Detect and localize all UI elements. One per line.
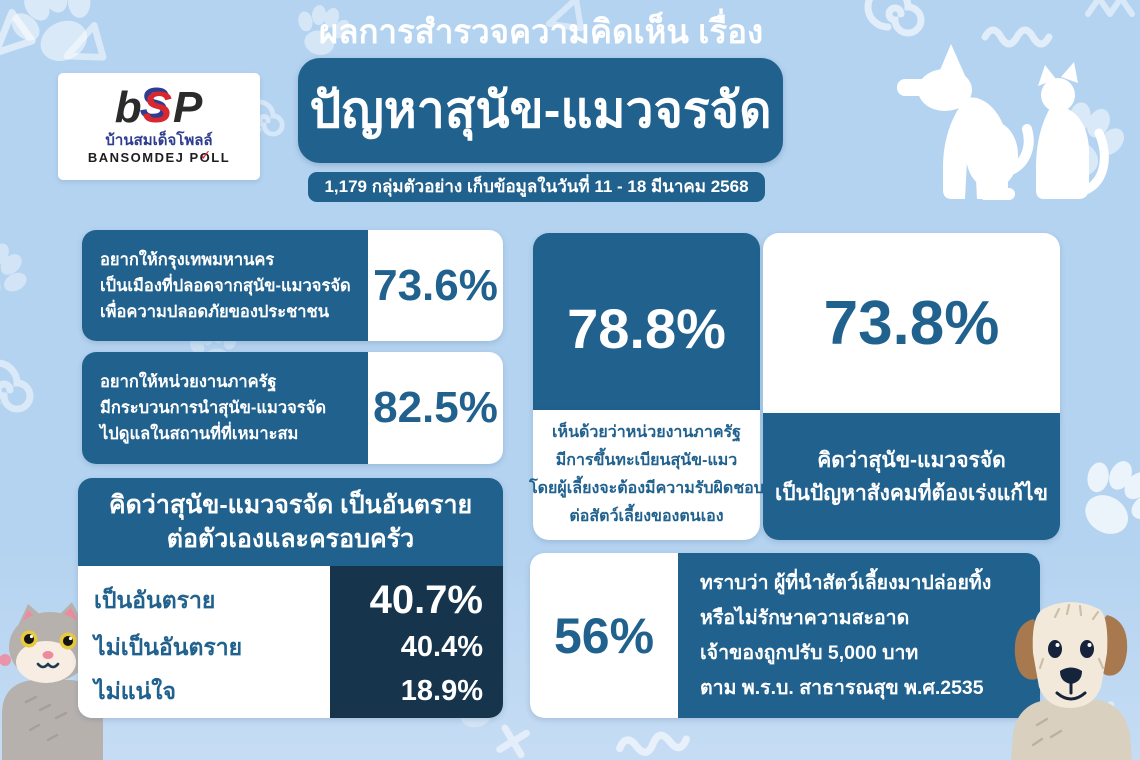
check-icon: ✓ [199, 146, 213, 163]
paw-print-icon [0, 227, 40, 318]
card-fine-awareness: 56% ทราบว่า ผู้ที่นำสัตว์เลี้ยงมาปล่อยทิ… [530, 553, 1040, 718]
logo-letter-p: P [172, 82, 204, 132]
x-doodle [500, 728, 527, 755]
dog-drawing [1011, 602, 1132, 760]
kicker-text: ผลการสำรวจความคิดเห็น เรื่อง [318, 13, 764, 50]
value-panel: 73.6% [368, 230, 503, 341]
bansomdej-poll-logo: bSP บ้านสมเด็จโพลล์ BANSOMDEJ PO ✓ LL [58, 73, 260, 180]
statement-line: โดยผู้เลี้ยงจะต้องมีความรับผิดชอบ [529, 480, 764, 497]
percent-value: 73.8% [823, 288, 1000, 358]
cat-illustration [0, 602, 103, 760]
danger-breakdown-table: เป็นอันตราย ไม่เป็นอันตราย ไม่แน่ใจ 40.7… [78, 566, 503, 718]
paw-print-icon [1061, 444, 1140, 554]
dog-silhouette [897, 44, 1034, 200]
title-box: ปัญหาสุนัข-แมวจรจัด [298, 58, 783, 163]
card-social-problem-statement: คิดว่าสุนัข-แมวจรจัด เป็นปัญหาสังคมที่ต้… [763, 413, 1060, 540]
value-panel: 56% [530, 553, 678, 718]
statement-line: ไปดูแลในสถานที่ที่เหมาะสม [100, 425, 299, 443]
answer-label: เป็นอันตราย [94, 587, 216, 613]
statement-line: คิดว่าสุนัข-แมวจรจัด [817, 448, 1006, 472]
answer-labels-column: เป็นอันตราย ไม่เป็นอันตราย ไม่แน่ใจ [78, 566, 330, 718]
logo-english-name: BANSOMDEJ PO ✓ LL [87, 146, 231, 166]
statement-line: เจ้าของถูกปรับ 5,000 บาท [700, 641, 919, 664]
card-danger-breakdown: คิดว่าสุนัข-แมวจรจัด เป็นอันตราย ต่อตัวเ… [78, 478, 503, 718]
statement-line: ตาม พ.ร.บ. สาธารณสุข พ.ศ.2535 [700, 676, 984, 699]
value-panel: 82.5% [368, 352, 503, 464]
statement-line: อยากให้กรุงเทพมหานคร [100, 250, 275, 269]
dog-cat-silhouette [897, 44, 1109, 200]
logo-eng-right: LL [211, 149, 231, 165]
logo-o: O [199, 149, 212, 165]
percent-value: 73.6% [373, 260, 498, 310]
logo-eng-left: BANSOMDEJ P [87, 149, 200, 165]
statement-line: เป็นเมืองที่ปลอดจากสุนัข-แมวจรจัด [100, 276, 351, 295]
statement-line: เพื่อความปลอดภัยของประชาชน [100, 302, 330, 321]
percent-value: 82.5% [373, 383, 498, 432]
card-registration-statement: เห็นด้วยว่าหน่วยงานภาครัฐ มีการขึ้นทะเบี… [529, 410, 764, 540]
spiral-doodle [868, 0, 921, 33]
card-bkk-safe: อยากให้กรุงเทพมหานคร เป็นเมืองที่ปลอดจาก… [82, 230, 503, 341]
statement-line: หรือไม่รักษาความสะอาด [700, 606, 910, 629]
answer-values-column: 40.7% 40.4% 18.9% [330, 566, 503, 718]
cat-drawing [0, 602, 103, 760]
statement-line: อยากให้หน่วยงานภาครัฐ [100, 373, 277, 391]
sample-info-bar: 1,179 กลุ่มตัวอย่าง เก็บข้อมูลในวันที่ 1… [308, 172, 765, 202]
card-gov-care: อยากให้หน่วยงานภาครัฐ มีกระบวนการนำสุนัข… [82, 352, 503, 464]
logo-letter-b: b [114, 82, 143, 132]
statement-panel: ทราบว่า ผู้ที่นำสัตว์เลี้ยงมาปล่อยทิ้ง ห… [678, 553, 1040, 718]
statement-line: เห็นด้วยว่าหน่วยงานภาครัฐ [552, 424, 741, 441]
answer-value: 18.9% [400, 675, 483, 707]
wave-doodle [619, 732, 688, 756]
logo-letter-s: S [142, 82, 173, 132]
statement-panel: อยากให้หน่วยงานภาครัฐ มีกระบวนการนำสุนัข… [82, 352, 368, 464]
danger-question-header: คิดว่าสุนัข-แมวจรจัด เป็นอันตราย ต่อตัวเ… [78, 478, 503, 566]
statement-line: ทราบว่า ผู้ที่นำสัตว์เลี้ยงมาปล่อยทิ้ง [700, 571, 992, 594]
answer-label: ไม่แน่ใจ [94, 678, 176, 704]
card-social-problem-value: 73.8% [763, 233, 1060, 413]
statement-line: เป็นปัญหาสังคมที่ต้องเร่งแก้ไข [775, 481, 1048, 505]
logo-thai-name: บ้านสมเด็จโพลล์ [105, 131, 213, 149]
cat-silhouette [1036, 62, 1109, 199]
card-registration-value: 78.8% [533, 233, 760, 410]
question-line: คิดว่าสุนัข-แมวจรจัด เป็นอันตราย [108, 491, 473, 519]
statement-panel: อยากให้กรุงเทพมหานคร เป็นเมืองที่ปลอดจาก… [82, 230, 368, 341]
answer-label: ไม่เป็นอันตราย [94, 634, 243, 660]
question-line: ต่อตัวเองและครอบครัว [166, 525, 415, 553]
answer-value: 40.7% [369, 578, 483, 622]
percent-value: 78.8% [567, 297, 726, 360]
page-title: ปัญหาสุนัข-แมวจรจัด [309, 82, 772, 138]
logo-letters: bSP [115, 85, 204, 129]
logo-o-checkmark: O ✓ [199, 146, 213, 165]
statement-line: มีการขึ้นทะเบียนสุนัข-แมว [555, 452, 738, 469]
statement-line: มีกระบวนการนำสุนัข-แมวจรจัด [100, 399, 327, 417]
spiral-doodle [0, 363, 30, 409]
dog-illustration [1011, 602, 1132, 760]
answer-value: 40.4% [400, 631, 483, 663]
statement-line: ต่อสัตว์เลี้ยงของตนเอง [569, 508, 724, 525]
zigzag-doodle [1088, 0, 1132, 14]
percent-value: 56% [553, 607, 655, 664]
